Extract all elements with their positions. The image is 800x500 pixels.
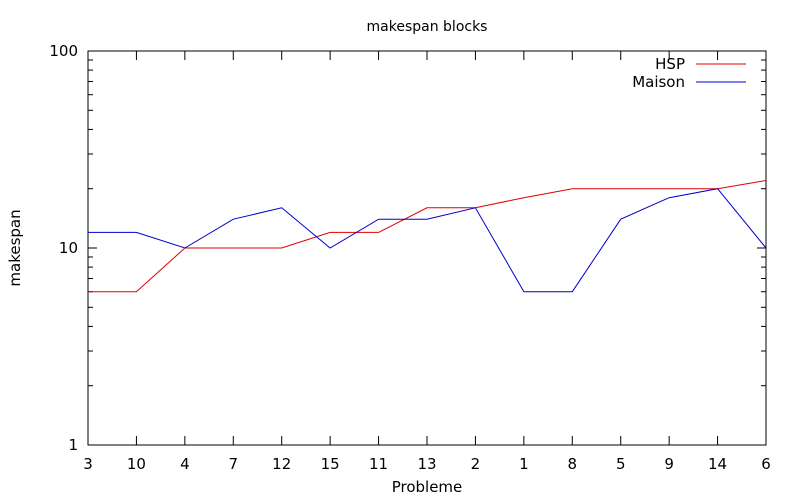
- x-tick-label: 9: [664, 455, 674, 473]
- x-tick-label: 11: [369, 455, 388, 473]
- chart-title: makespan blocks: [367, 19, 488, 35]
- series-line-hsp: [88, 180, 767, 293]
- y-tick-label: 10: [59, 239, 78, 257]
- x-tick-label: 14: [708, 455, 727, 473]
- y-tick-label: 1: [68, 436, 78, 454]
- legend-label-hsp: HSP: [655, 55, 685, 73]
- x-tick-label: 6: [761, 455, 771, 473]
- y-axis-ticks: 1 10 100: [49, 42, 766, 454]
- x-tick-label: 3: [83, 455, 93, 473]
- x-tick-label: 4: [180, 455, 190, 473]
- x-tick-label: 13: [417, 455, 436, 473]
- series-line-maison: [88, 188, 767, 293]
- series-lines: [88, 180, 767, 293]
- x-tick-label: 2: [471, 455, 481, 473]
- x-axis-ticks: 3 10 4 7 12 15 11 13 2 1 8 5 9 14 6: [83, 51, 771, 473]
- y-axis-label: makespan: [6, 209, 24, 286]
- x-tick-label: 12: [272, 455, 291, 473]
- x-tick-label: 5: [616, 455, 626, 473]
- x-tick-label: 8: [568, 455, 578, 473]
- x-axis-label: Probleme: [392, 478, 463, 496]
- y-tick-label: 100: [49, 42, 78, 60]
- legend-label-maison: Maison: [632, 73, 685, 91]
- x-tick-label: 7: [229, 455, 239, 473]
- x-tick-label: 15: [321, 455, 340, 473]
- x-tick-label: 1: [519, 455, 529, 473]
- x-tick-label: 10: [127, 455, 146, 473]
